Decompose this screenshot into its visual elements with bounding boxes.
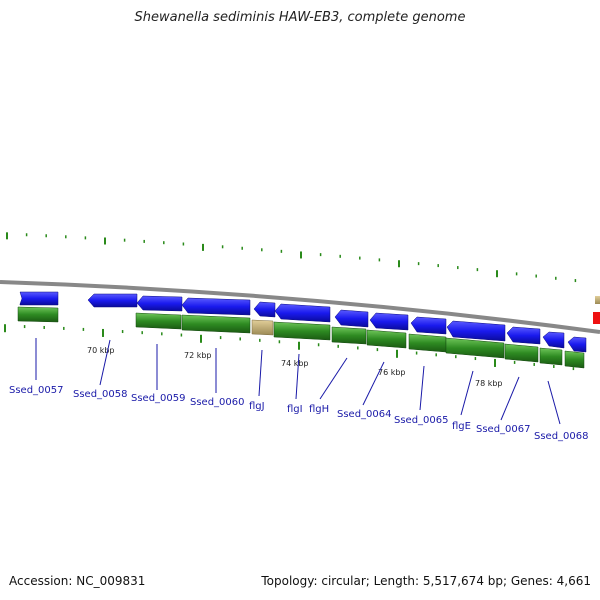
gene-label-ssed-0058[interactable]: Ssed_0058	[73, 389, 128, 400]
rev-gene-4[interactable]	[273, 321, 331, 341]
kbp-label: 76 kbp	[378, 368, 406, 377]
kbp-scale: 70 kbp 72 kbp 74 kbp 76 kbp 78 kbp	[87, 346, 503, 388]
rev-gene-tan[interactable]	[251, 319, 274, 336]
gene-ssed-0058[interactable]	[87, 293, 138, 308]
label-leaders	[35, 338, 561, 425]
outer-tick-ring	[6, 232, 577, 283]
gene-flgi[interactable]	[274, 303, 331, 323]
gene-ssed-0057[interactable]	[19, 291, 59, 306]
rev-gene-11[interactable]	[564, 350, 585, 369]
inner-tick-ring	[4, 324, 575, 371]
kbp-label: 78 kbp	[475, 379, 503, 388]
gene-label-ssed-0067[interactable]: Ssed_0067	[476, 424, 531, 435]
gene-label-ssed-0060[interactable]: Ssed_0060	[190, 397, 245, 408]
rev-gene-9[interactable]	[504, 343, 539, 363]
gene-highlight[interactable]	[593, 312, 600, 324]
rev-gene-6[interactable]	[366, 329, 407, 349]
rev-gene-7[interactable]	[408, 333, 447, 353]
gene-ssed-0060[interactable]	[181, 297, 251, 316]
gene-ssed-0067b[interactable]	[506, 326, 541, 345]
gene-ssed-0069[interactable]	[567, 336, 587, 353]
gene-label-ssed-0059[interactable]: Ssed_0059	[131, 393, 186, 404]
gene-ssed-0059[interactable]	[136, 295, 183, 312]
reverse-strand-genes	[17, 306, 585, 369]
kbp-label: 74 kbp	[281, 359, 309, 368]
gene-ssed-0068[interactable]	[542, 331, 565, 349]
rev-gene-5[interactable]	[331, 326, 367, 345]
gene-label-flgi[interactable]: flgI	[287, 404, 303, 415]
gene-ssed-0067[interactable]	[446, 320, 506, 342]
gene-label-flgh[interactable]: flgH	[309, 404, 329, 415]
gene-label-ssed-0065[interactable]: Ssed_0065	[394, 415, 449, 426]
gene-labels: Ssed_0057 Ssed_0058 Ssed_0059 Ssed_0060 …	[9, 385, 589, 442]
map-title: Shewanella sediminis HAW-EB3, complete g…	[134, 10, 466, 25]
gene-label-flgj[interactable]: flgJ	[249, 401, 265, 412]
gene-tan-edge[interactable]	[595, 296, 600, 304]
gene-label-ssed-0064[interactable]: Ssed_0064	[337, 409, 392, 420]
gene-label-flge[interactable]: flgE	[452, 421, 471, 432]
gene-ssed-0065[interactable]	[369, 312, 409, 331]
kbp-label: 70 kbp	[87, 346, 115, 355]
kbp-label: 72 kbp	[184, 351, 212, 360]
rev-gene-3[interactable]	[181, 314, 251, 334]
forward-strand-genes	[19, 291, 600, 353]
rev-gene-10[interactable]	[539, 347, 563, 366]
rev-gene-1[interactable]	[17, 306, 59, 323]
gene-label-ssed-0057[interactable]: Ssed_0057	[9, 385, 64, 396]
genome-backbone	[0, 280, 600, 334]
gene-flge-fwd[interactable]	[410, 316, 447, 335]
gene-flgj[interactable]	[253, 301, 276, 318]
accession-text: Accession: NC_009831	[9, 574, 146, 588]
genome-summary-text: Topology: circular; Length: 5,517,674 bp…	[261, 574, 591, 588]
rev-gene-2[interactable]	[135, 312, 182, 330]
gene-label-ssed-0068[interactable]: Ssed_0068	[534, 431, 589, 442]
rev-gene-8[interactable]	[445, 337, 505, 359]
gene-ssed-0064[interactable]	[334, 309, 369, 328]
